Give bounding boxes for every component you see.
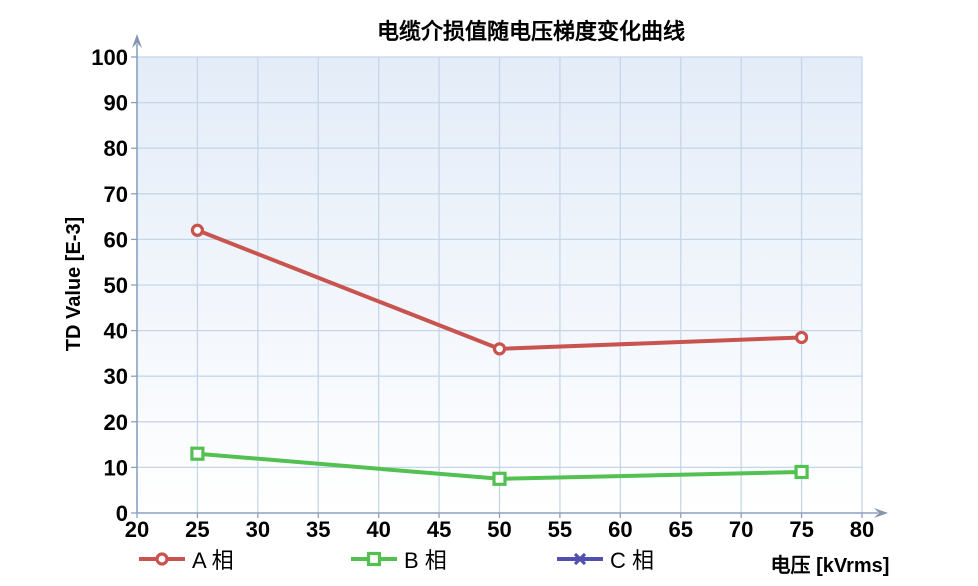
svg-text:100: 100 xyxy=(91,45,128,70)
svg-text:55: 55 xyxy=(548,517,572,542)
svg-text:50: 50 xyxy=(487,517,511,542)
svg-text:80: 80 xyxy=(850,517,874,542)
svg-text:70: 70 xyxy=(104,182,128,207)
legend-label: B 相 xyxy=(404,548,447,573)
svg-text:40: 40 xyxy=(366,517,390,542)
svg-text:0: 0 xyxy=(116,501,128,526)
axes xyxy=(136,44,878,514)
x-tick-labels: 20 25 30 35 40 45 50 55 60 65 70 75 80 xyxy=(125,517,874,542)
svg-text:20: 20 xyxy=(125,517,149,542)
svg-text:60: 60 xyxy=(104,227,128,252)
svg-text:40: 40 xyxy=(104,319,128,344)
y-axis-label: TD Value [E-3] xyxy=(63,216,85,352)
svg-text:20: 20 xyxy=(104,410,128,435)
svg-text:10: 10 xyxy=(104,455,128,480)
svg-text:70: 70 xyxy=(729,517,753,542)
legend-item-2: B 相 xyxy=(350,544,447,574)
legend-swatch xyxy=(351,551,397,567)
legend-label: C 相 xyxy=(610,548,655,573)
legend-label: A 相 xyxy=(192,548,234,573)
svg-text:50: 50 xyxy=(104,273,128,298)
y-tick-labels: 0 10 20 30 40 50 60 70 80 90 100 xyxy=(91,45,128,526)
svg-text:80: 80 xyxy=(104,136,128,161)
svg-text:60: 60 xyxy=(608,517,632,542)
legend-item-1: A 相 xyxy=(138,544,234,574)
svg-text:35: 35 xyxy=(306,517,330,542)
svg-text:65: 65 xyxy=(669,517,693,542)
svg-text:30: 30 xyxy=(246,517,270,542)
series-1-line xyxy=(190,223,809,356)
svg-text:90: 90 xyxy=(104,91,128,116)
svg-text:45: 45 xyxy=(427,517,451,542)
svg-text:30: 30 xyxy=(104,364,128,389)
series-2-line xyxy=(190,446,809,486)
x-axis-arrow xyxy=(874,508,888,518)
legend-swatch xyxy=(557,552,603,566)
x-axis-label: 电压 [kVrms] xyxy=(770,555,890,577)
chart-title: 电缆介损值随电压梯度变化曲线 xyxy=(376,19,685,44)
axis-ticks xyxy=(131,56,863,518)
svg-text:75: 75 xyxy=(789,517,813,542)
y-axis-arrow xyxy=(132,34,142,48)
svg-text:25: 25 xyxy=(185,517,209,542)
legend-item-3: C 相 xyxy=(556,544,654,574)
legend-swatch xyxy=(139,552,185,566)
gridlines xyxy=(137,56,863,513)
